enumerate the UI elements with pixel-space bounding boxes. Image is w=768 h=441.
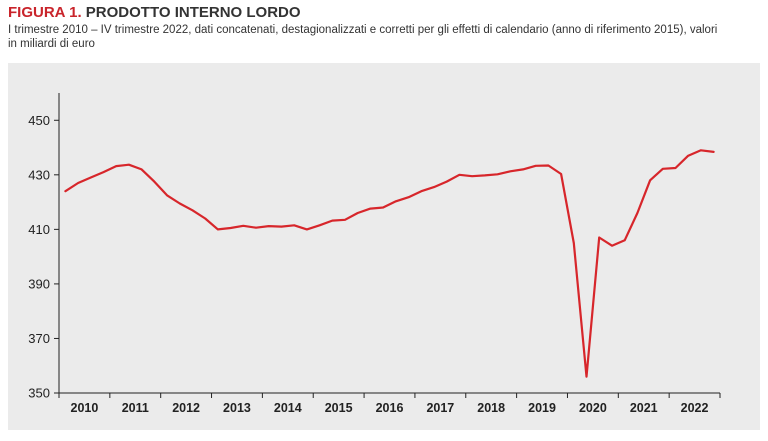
data-point [408, 196, 410, 198]
figure-subtitle-line2: in miliardi di euro [8, 38, 95, 50]
x-tick-label: 2021 [630, 401, 658, 415]
figure-subtitle-line1: I trimestre 2010 – IV trimestre 2022, da… [8, 24, 718, 36]
x-tick-label: 2015 [325, 401, 353, 415]
data-point [496, 173, 499, 175]
figure-title: FIGURA 1. PRODOTTO INTERNO LORDO [8, 4, 760, 22]
data-point [217, 228, 219, 230]
data-point [560, 173, 562, 175]
data-point [344, 219, 346, 221]
data-point [687, 155, 689, 157]
data-point [420, 190, 422, 192]
data-point [535, 165, 537, 167]
x-tick-label: 2018 [477, 401, 505, 415]
chart-axes [54, 93, 721, 398]
data-point [598, 236, 600, 239]
x-tick-label: 2019 [528, 401, 556, 415]
data-point [395, 200, 397, 202]
data-point [674, 167, 677, 169]
data-point [484, 174, 486, 176]
gdp-series-line [64, 149, 715, 378]
data-point [115, 165, 117, 167]
data-point [509, 170, 511, 172]
data-point [90, 176, 92, 179]
x-tick-label: 2011 [122, 401, 149, 415]
y-tick-label: 370 [28, 331, 50, 346]
series-group [64, 149, 715, 378]
figure-header: FIGURA 1. PRODOTTO INTERNO LORDO I trime… [8, 4, 760, 51]
data-point [369, 208, 371, 210]
data-point [179, 202, 181, 205]
y-tick-label: 430 [28, 167, 50, 182]
x-tick-label: 2010 [71, 401, 99, 415]
data-point [166, 194, 168, 196]
data-point [636, 212, 639, 214]
x-tick-label: 2014 [274, 401, 302, 415]
data-point [547, 164, 550, 167]
y-tick-label: 350 [28, 386, 50, 401]
data-point [204, 217, 206, 220]
data-point [153, 181, 155, 183]
x-tick-label: 2020 [579, 401, 607, 415]
data-point [319, 224, 321, 226]
data-point [306, 228, 308, 230]
data-point [191, 209, 194, 211]
data-point [280, 226, 283, 228]
x-tick-label: 2016 [376, 401, 404, 415]
data-point [382, 206, 384, 209]
data-point [230, 227, 232, 229]
figure-number: FIGURA 1. [8, 4, 82, 21]
data-point [268, 225, 270, 227]
data-point [433, 186, 435, 188]
x-tick-label: 2017 [426, 401, 454, 415]
data-point [64, 190, 66, 192]
x-axis-labels: 2010 2011 2012 2013 2014 2015 2016 2017 2018 2019… [71, 401, 709, 415]
data-point [255, 227, 257, 229]
data-point [331, 220, 333, 222]
data-point [446, 181, 448, 183]
data-point [102, 171, 105, 173]
x-tick-label: 2022 [681, 401, 709, 415]
y-axis-labels: 350 370 390 410 430 450 [28, 113, 50, 401]
data-point [242, 225, 244, 227]
y-tick-label: 390 [28, 276, 50, 291]
data-point [458, 174, 460, 176]
data-point [471, 175, 473, 177]
data-point [522, 168, 524, 170]
data-point [713, 151, 715, 153]
data-point [611, 245, 613, 247]
data-point [700, 149, 702, 151]
data-point [624, 239, 626, 241]
plot-panel: 350 370 390 410 430 450 2010 2011 2012 2013 2014 2… [8, 63, 760, 430]
x-tick-label: 2013 [223, 401, 251, 415]
data-point [662, 168, 664, 170]
data-point [357, 212, 359, 214]
y-tick-label: 410 [28, 222, 50, 237]
data-point [141, 168, 143, 170]
data-point [585, 376, 588, 378]
y-tick-label: 450 [28, 113, 50, 128]
data-point [77, 182, 79, 184]
figure-name: PRODOTTO INTERNO LORDO [85, 4, 301, 21]
figure-subtitle: I trimestre 2010 – IV trimestre 2022, da… [8, 23, 760, 51]
data-point [128, 164, 130, 166]
x-tick-label: 2012 [172, 401, 200, 415]
data-point [649, 179, 651, 181]
data-point [293, 224, 295, 226]
data-point [573, 242, 575, 244]
